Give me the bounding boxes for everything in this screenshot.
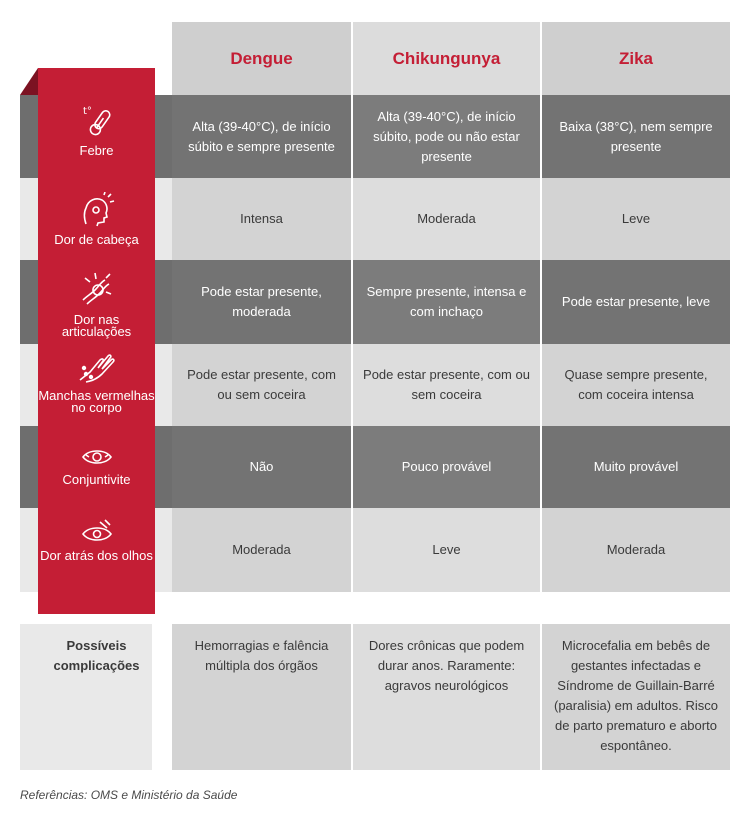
- complications-zika: Microcefalia em bebês de gestantes infec…: [553, 638, 718, 753]
- cell-olhos-zika: Moderada: [606, 542, 666, 557]
- cell-bg: [542, 508, 730, 592]
- header-dengue: Dengue: [230, 48, 293, 68]
- header-zika: Zika: [618, 48, 654, 68]
- symptom-sidebar: [38, 68, 155, 614]
- cell-bg: [172, 508, 351, 592]
- cell-articulacoes-dengue: Pode estar presente, moderada: [201, 284, 322, 319]
- sidebar-item-dor-de-cabeca: Dor de cabeça: [38, 192, 155, 246]
- sidebar-label-dor-de-cabeca: Dor de cabeça: [54, 232, 139, 247]
- sidebar-label-manchas: Manchas vermelhas no corpo: [38, 388, 155, 415]
- cell-olhos-chikungunya: Leve: [432, 542, 461, 557]
- cell-conjuntivite-dengue: Não: [249, 459, 274, 474]
- sidebar-item-conjuntivite: Conjuntivite: [38, 446, 155, 486]
- complications-dengue: Hemorragias e falência múltipla dos órgã…: [194, 638, 329, 673]
- complications-label-bg: [20, 624, 152, 770]
- eye-icon: [81, 450, 112, 464]
- header-bg-dengue: [172, 22, 351, 95]
- header-chikungunya: Chikungunya: [392, 48, 501, 68]
- complications-bg-zika: [542, 624, 730, 770]
- cell-cabeca-dengue: Intensa: [240, 211, 283, 226]
- cell-bg: [542, 260, 730, 344]
- cell-bg: [172, 344, 351, 426]
- references-note: Referências: OMS e Ministério da Saúde: [20, 788, 238, 802]
- cell-bg: [353, 426, 540, 508]
- cell-bg: [353, 508, 540, 592]
- cell-cabeca-zika: Leve: [621, 211, 651, 226]
- cell-bg: [172, 95, 351, 178]
- cell-bg: [172, 426, 351, 508]
- sidebar-label-conjuntivite: Conjuntivite: [62, 472, 131, 487]
- svg-text:t°: t°: [83, 106, 92, 117]
- cell-cabeca-chikungunya: Moderada: [417, 211, 476, 226]
- cell-bg: [353, 344, 540, 426]
- sidebar-label-dor-olhos: Dor atrás dos olhos: [40, 548, 153, 563]
- rash-hand-icon: [79, 354, 115, 383]
- cell-manchas-zika: Quase sempre presente, com coceira inten…: [564, 367, 708, 402]
- cell-bg: [542, 95, 730, 178]
- sidebar-item-dor-olhos: Dor atrás dos olhos: [38, 518, 155, 562]
- sidebar-label-febre: Febre: [79, 143, 114, 158]
- complications-bg-chikungunya: [353, 624, 540, 770]
- sidebar-label-articulacoes: Dor nas articulações: [61, 312, 132, 339]
- cell-manchas-dengue: Pode estar presente, com ou sem coceira: [187, 367, 336, 402]
- complications-bg-dengue: [172, 624, 351, 770]
- sidebar-item-febre: t° Febre: [38, 103, 155, 157]
- sidebar-item-manchas: Manchas vermelhas no corpo: [38, 350, 155, 414]
- complications-chikungunya: Dores crônicas que podem durar anos. Rar…: [368, 638, 525, 693]
- cell-febre-zika: Baixa (38°C), nem sempre presente: [559, 118, 713, 154]
- cell-olhos-dengue: Moderada: [232, 542, 291, 557]
- joint-pain-icon: [81, 272, 111, 305]
- header-bg-zika: [542, 22, 730, 95]
- header-bg-chikungunya: [353, 22, 540, 95]
- complications-label: Possíveis complicações: [53, 638, 140, 673]
- cell-febre-chikungunya: Alta (39-40°C), de início súbito, pode o…: [373, 108, 520, 164]
- cell-bg: [172, 178, 351, 260]
- column-divider: [351, 95, 353, 592]
- cell-manchas-chikungunya: Pode estar presente, com ou sem coceira: [363, 367, 530, 402]
- cell-bg: [542, 178, 730, 260]
- thermometer-icon: t°: [83, 106, 111, 136]
- sidebar-fold: [20, 68, 38, 95]
- column-divider: [540, 95, 542, 592]
- headache-icon: [83, 192, 114, 227]
- eye-pain-icon: [81, 519, 112, 541]
- cell-conjuntivite-zika: Muito provável: [593, 459, 679, 474]
- sidebar-item-articulacoes: Dor nas articulações: [38, 270, 155, 338]
- cell-bg: [542, 344, 730, 426]
- cell-conjuntivite-chikungunya: Pouco provável: [401, 459, 492, 474]
- cell-febre-dengue: Alta (39-40°C), de início súbito e sempr…: [188, 118, 335, 154]
- cell-bg: [353, 260, 540, 344]
- cell-bg: [353, 95, 540, 178]
- cell-bg: [353, 178, 540, 260]
- cell-articulacoes-chikungunya: Sempre presente, intensa e com inchaço: [366, 284, 527, 319]
- cell-bg: [172, 260, 351, 344]
- cell-articulacoes-zika: Pode estar presente, leve: [561, 294, 711, 309]
- cell-bg: [542, 426, 730, 508]
